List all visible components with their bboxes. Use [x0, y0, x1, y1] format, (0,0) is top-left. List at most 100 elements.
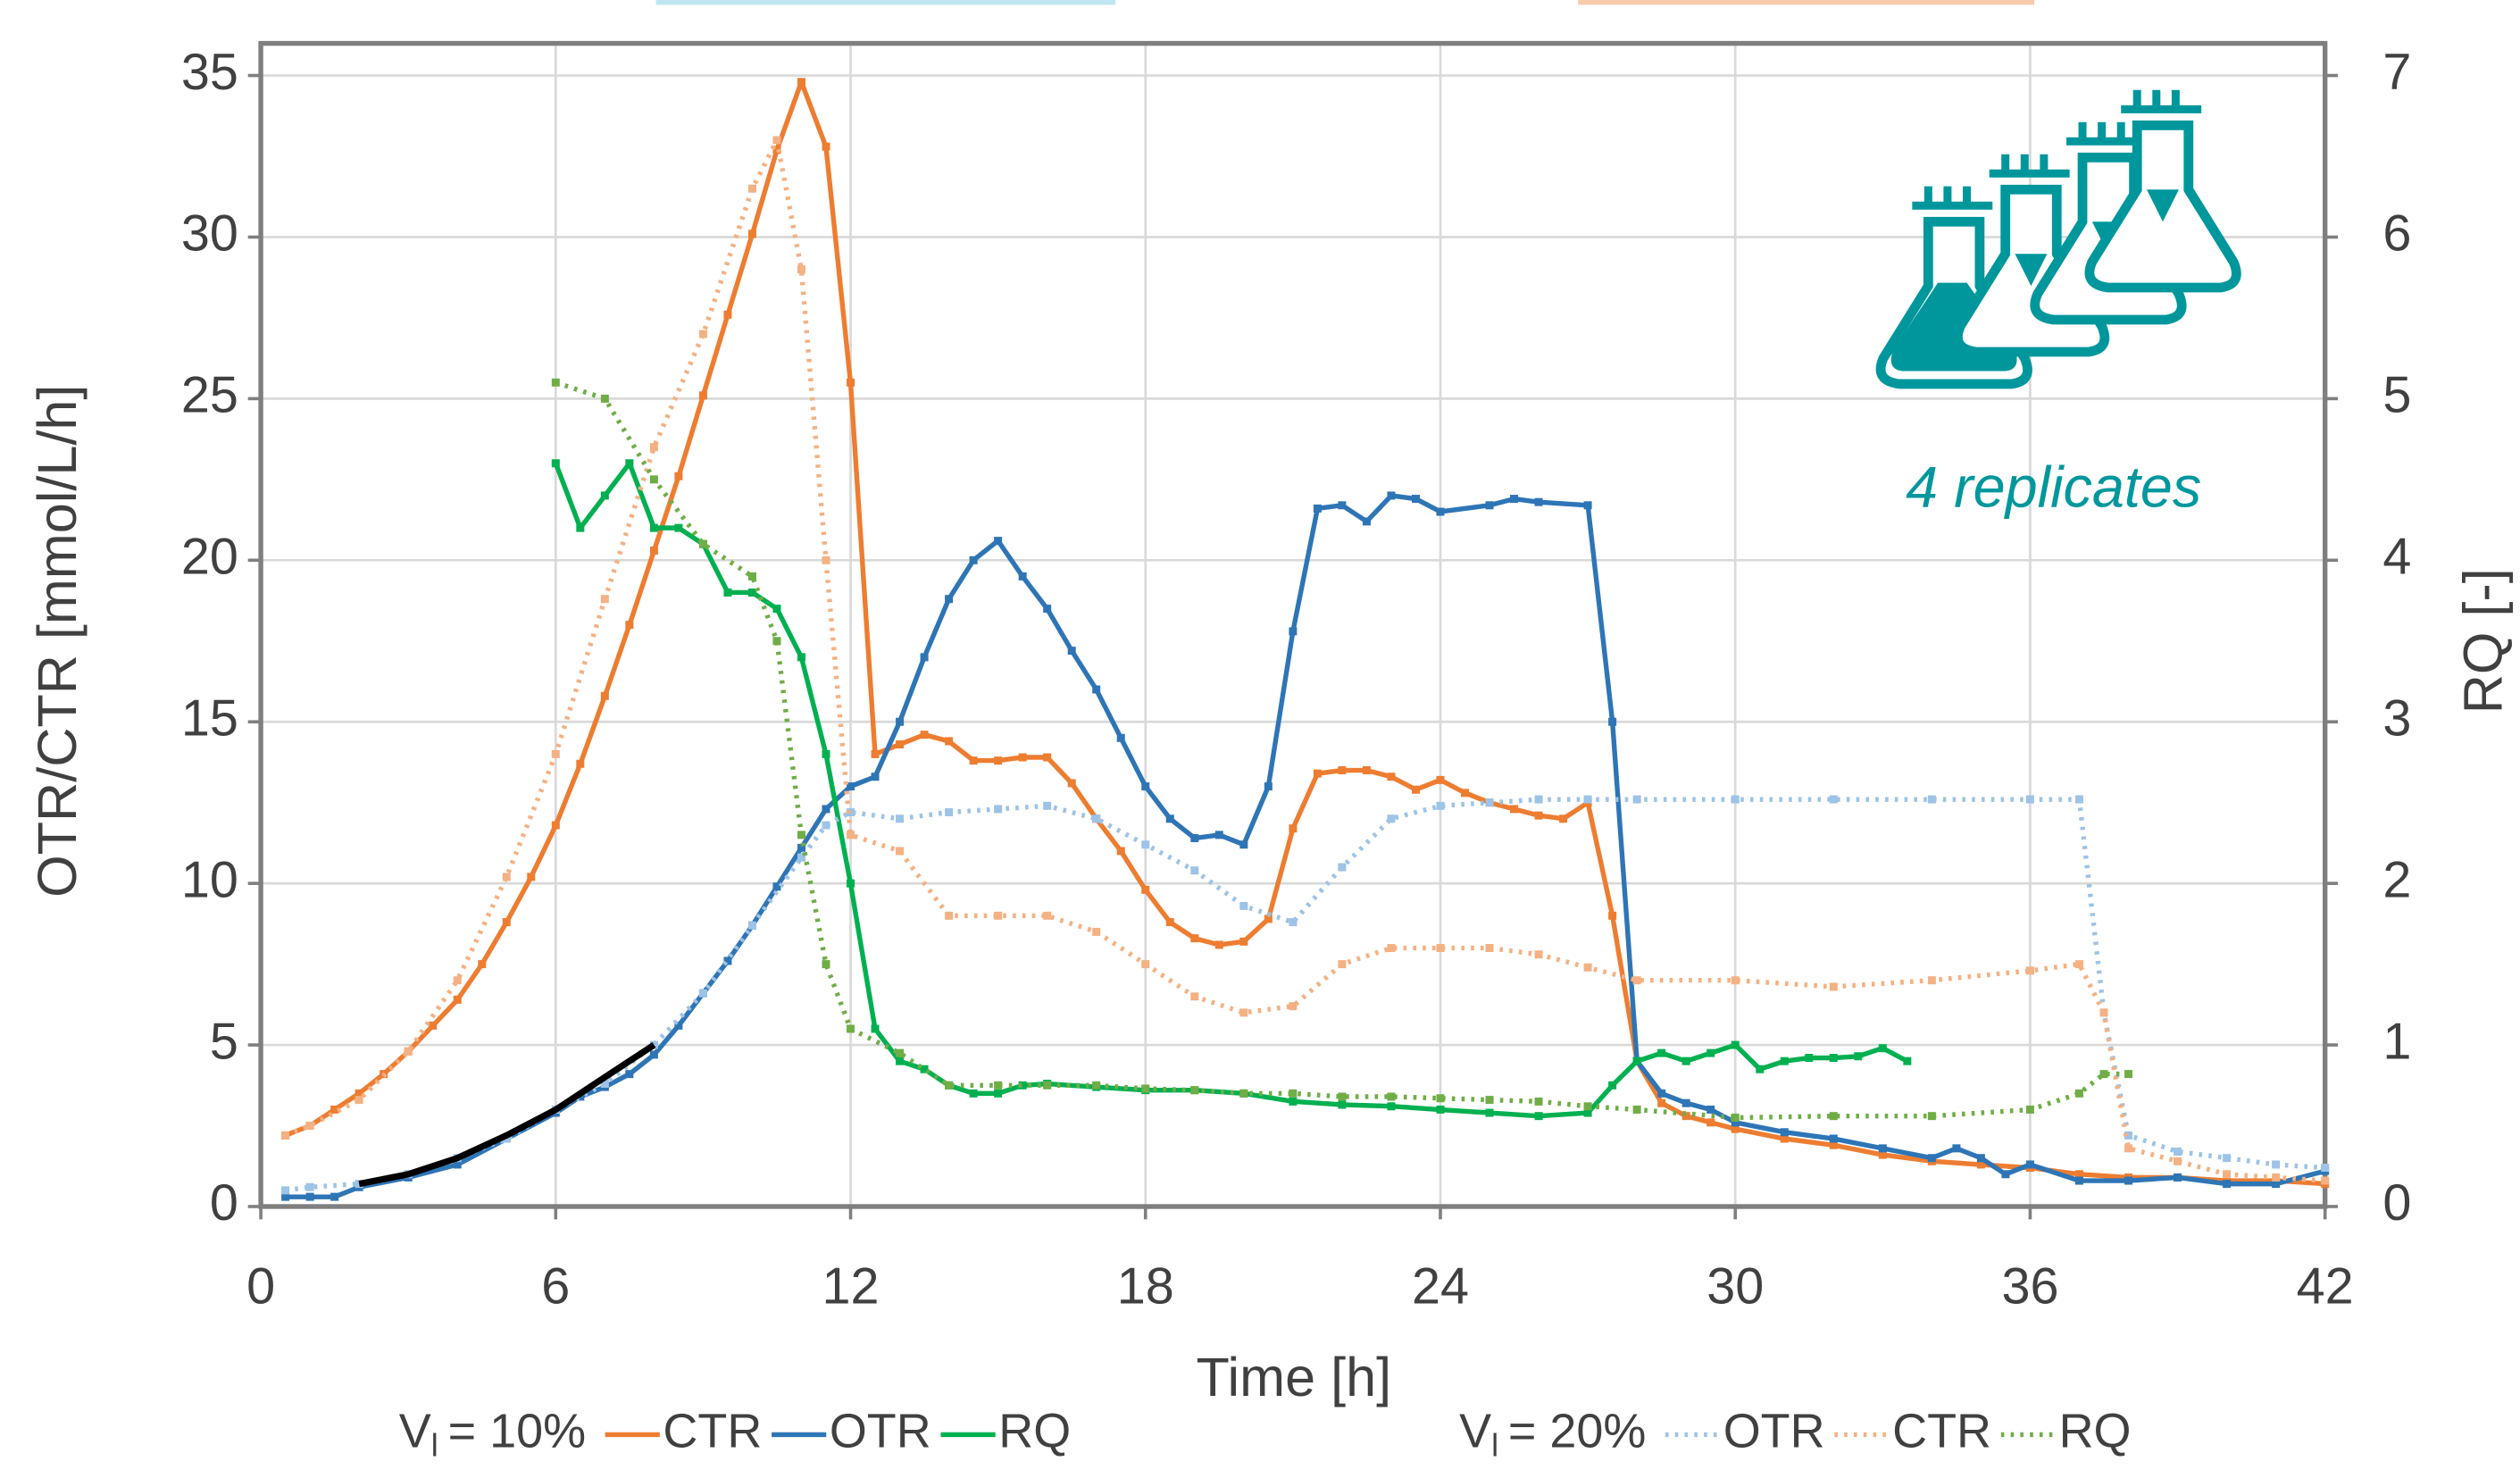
data-point	[2074, 795, 2083, 804]
data-point	[1583, 501, 1592, 510]
data-point	[1780, 1057, 1789, 1065]
data-point	[1829, 1054, 1838, 1063]
data-point	[355, 1180, 363, 1189]
data-point	[1632, 976, 1641, 985]
data-point	[723, 956, 732, 965]
data-point	[576, 523, 585, 532]
legend-label: OTR	[830, 1405, 931, 1458]
data-point	[822, 805, 830, 814]
data-point	[1632, 795, 1641, 804]
data-point	[822, 960, 830, 969]
data-point	[551, 821, 560, 830]
data-point	[847, 1024, 855, 1033]
data-point	[1485, 798, 1494, 807]
data-point	[478, 960, 487, 969]
data-point	[1534, 1112, 1543, 1121]
y2-axis-label: RQ [-]	[2453, 568, 2514, 714]
data-point	[747, 572, 756, 580]
data-point	[2272, 1160, 2281, 1169]
data-point	[1583, 1102, 1592, 1111]
y-tick-label: 20	[181, 529, 238, 586]
data-point	[797, 843, 805, 852]
data-point	[1436, 775, 1445, 784]
data-point	[2074, 1089, 2083, 1098]
replicates-icon	[1875, 89, 2241, 389]
legend-group-subscript: l	[431, 1426, 438, 1463]
data-point	[281, 1192, 290, 1201]
data-point	[1239, 1089, 1248, 1098]
data-point	[674, 523, 683, 532]
data-point	[1338, 1100, 1347, 1109]
series-line	[285, 493, 2326, 1199]
data-point	[1731, 1040, 1740, 1049]
data-point	[1092, 814, 1101, 823]
data-point	[2074, 1176, 2083, 1185]
data-point	[1165, 918, 1174, 927]
data-point	[1264, 782, 1273, 791]
data-point	[797, 653, 805, 662]
data-point	[994, 911, 1003, 920]
data-point	[2174, 1173, 2182, 1182]
data-point	[1534, 795, 1543, 804]
data-point	[600, 691, 609, 700]
data-point	[723, 310, 732, 319]
x-tick-label: 12	[822, 1258, 880, 1315]
data-point	[1043, 1081, 1052, 1090]
data-point	[896, 847, 905, 856]
data-point	[920, 731, 929, 739]
data-point	[797, 853, 805, 862]
data-point	[2001, 1170, 2010, 1179]
data-point	[698, 539, 707, 548]
data-point	[2124, 1144, 2133, 1153]
data-point	[1190, 1086, 1199, 1095]
y-tick-label: 5	[210, 1013, 238, 1070]
data-point	[1731, 1118, 1740, 1127]
data-point	[1485, 1108, 1494, 1117]
data-point	[1706, 1105, 1715, 1114]
data-point	[994, 756, 1003, 765]
data-point	[822, 555, 830, 564]
x-tick-label: 36	[2001, 1258, 2058, 1315]
data-point	[1239, 937, 1248, 946]
data-point	[1583, 1108, 1592, 1117]
legend-group-label: = 10%	[448, 1405, 586, 1458]
legend-group-label: = 20%	[1508, 1405, 1646, 1458]
data-point	[1411, 495, 1420, 504]
data-point	[1461, 789, 1470, 798]
x-tick-label: 0	[246, 1258, 275, 1315]
y-tick-label: 30	[181, 205, 238, 263]
legend-group-label: V	[1459, 1405, 1491, 1458]
data-point	[1313, 504, 1322, 513]
data-point	[1706, 1118, 1715, 1127]
data-point	[330, 1192, 339, 1201]
data-point	[1190, 833, 1199, 842]
data-point	[551, 459, 560, 468]
data-point	[330, 1105, 339, 1114]
legend-group-label: V	[399, 1405, 431, 1458]
data-point	[1141, 885, 1150, 894]
data-point	[2272, 1173, 2281, 1182]
data-point	[674, 472, 683, 480]
data-point	[1436, 801, 1445, 810]
data-point	[1485, 1096, 1494, 1105]
data-point	[1829, 1112, 1838, 1121]
data-point	[281, 1186, 290, 1195]
data-point	[2099, 1070, 2108, 1079]
data-point	[2124, 1070, 2133, 1079]
data-point	[1141, 782, 1150, 791]
data-point	[896, 1057, 905, 1065]
data-point	[1141, 960, 1150, 969]
data-point	[871, 773, 880, 781]
data-point	[1239, 1008, 1248, 1017]
series-line	[555, 380, 2129, 1121]
annotation: 4 replicates	[1906, 455, 2201, 520]
data-point	[2025, 795, 2034, 804]
data-point	[1681, 1098, 1690, 1107]
data-point	[1214, 831, 1223, 839]
y2-tick-label: 2	[2382, 851, 2411, 908]
data-point	[674, 1021, 683, 1030]
data-point	[822, 821, 830, 830]
data-point	[1338, 960, 1347, 969]
y2-tick-label: 1	[2382, 1013, 2411, 1070]
data-point	[1043, 605, 1052, 614]
